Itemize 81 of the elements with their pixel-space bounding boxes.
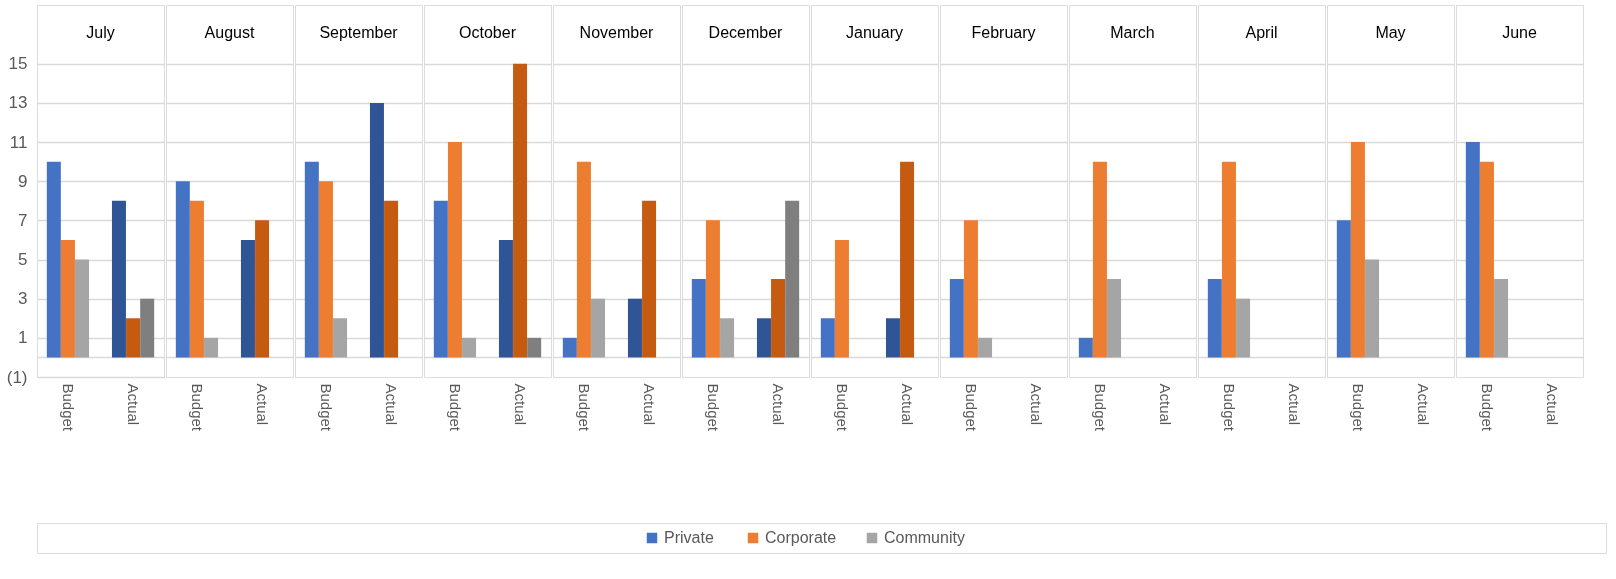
y-tick-label: 15 bbox=[8, 54, 28, 74]
bar bbox=[591, 298, 606, 358]
x-tick-label: Actual bbox=[254, 383, 272, 426]
bar bbox=[75, 259, 90, 358]
text: December bbox=[708, 24, 784, 41]
bar bbox=[705, 220, 720, 358]
legend-label: Community bbox=[884, 529, 965, 546]
text: November bbox=[579, 24, 655, 41]
text: August bbox=[204, 24, 255, 41]
bar bbox=[756, 318, 771, 358]
x-tick-label: Budget bbox=[446, 383, 464, 432]
text: March bbox=[1110, 24, 1155, 41]
bar bbox=[111, 200, 126, 358]
x-tick-label: Budget bbox=[59, 383, 77, 432]
legend-label: Private bbox=[664, 529, 714, 546]
bar bbox=[204, 337, 219, 358]
text: January bbox=[846, 24, 903, 41]
bar bbox=[462, 337, 477, 358]
x-tick-label: Budget bbox=[833, 383, 851, 432]
bar bbox=[720, 318, 735, 358]
bar bbox=[785, 200, 800, 358]
bar bbox=[513, 63, 528, 358]
bar bbox=[384, 200, 399, 358]
bar bbox=[318, 181, 333, 358]
bar bbox=[333, 318, 348, 358]
text: July bbox=[86, 24, 115, 41]
text: May bbox=[1375, 24, 1406, 41]
y-tick-label: 9 bbox=[18, 171, 28, 191]
y-tick-label: 11 bbox=[9, 132, 28, 152]
text: September bbox=[319, 24, 399, 41]
x-tick-label: Actual bbox=[1544, 383, 1562, 426]
y-tick-label: 1 bbox=[18, 328, 28, 348]
x-tick-label: Actual bbox=[770, 383, 788, 426]
bar bbox=[642, 200, 657, 358]
bar bbox=[498, 239, 513, 358]
bar bbox=[576, 161, 591, 358]
bar bbox=[304, 161, 319, 358]
x-tick-label: Budget bbox=[575, 383, 593, 432]
bar bbox=[240, 239, 255, 358]
bar bbox=[189, 200, 204, 358]
x-tick-label: Budget bbox=[1478, 383, 1496, 432]
legend-label: Corporate bbox=[765, 529, 837, 546]
text: June bbox=[1502, 24, 1537, 41]
y-tick-label: 5 bbox=[18, 250, 28, 270]
bar bbox=[255, 220, 270, 358]
x-tick-label: Budget bbox=[1349, 383, 1367, 432]
x-tick-label: Budget bbox=[962, 383, 980, 432]
bar bbox=[562, 337, 577, 358]
x-tick-label: Budget bbox=[188, 383, 206, 432]
bar bbox=[126, 318, 141, 358]
x-tick-label: Actual bbox=[641, 383, 659, 426]
text: April bbox=[1245, 24, 1278, 41]
bar bbox=[447, 142, 462, 358]
x-tick-label: Actual bbox=[1157, 383, 1175, 426]
y-tick-label: 13 bbox=[8, 93, 28, 113]
x-tick-label: Budget bbox=[1220, 383, 1238, 432]
x-tick-label: Actual bbox=[383, 383, 401, 426]
y-tick-label: (1) bbox=[6, 367, 28, 387]
x-tick-label: Actual bbox=[512, 383, 530, 426]
bar bbox=[140, 298, 155, 358]
x-tick-label: Actual bbox=[1028, 383, 1046, 426]
y-tick-label: 3 bbox=[18, 289, 28, 309]
bar bbox=[691, 279, 706, 358]
x-tick-label: Actual bbox=[1415, 383, 1433, 426]
x-tick-label: Budget bbox=[1091, 383, 1109, 432]
x-tick-label: Actual bbox=[899, 383, 917, 426]
bar bbox=[527, 337, 542, 358]
text: October bbox=[459, 24, 517, 41]
text: February bbox=[971, 24, 1036, 41]
bar bbox=[433, 200, 448, 358]
bar bbox=[60, 239, 75, 358]
x-tick-label: Actual bbox=[125, 383, 143, 426]
x-tick-label: Budget bbox=[704, 383, 722, 432]
bar bbox=[46, 161, 61, 358]
bar bbox=[771, 279, 786, 358]
bar bbox=[369, 102, 384, 358]
bar bbox=[627, 298, 642, 358]
y-tick-label: 7 bbox=[18, 210, 28, 230]
x-tick-label: Actual bbox=[1286, 383, 1304, 426]
x-tick-label: Budget bbox=[317, 383, 335, 432]
bar bbox=[175, 181, 190, 358]
